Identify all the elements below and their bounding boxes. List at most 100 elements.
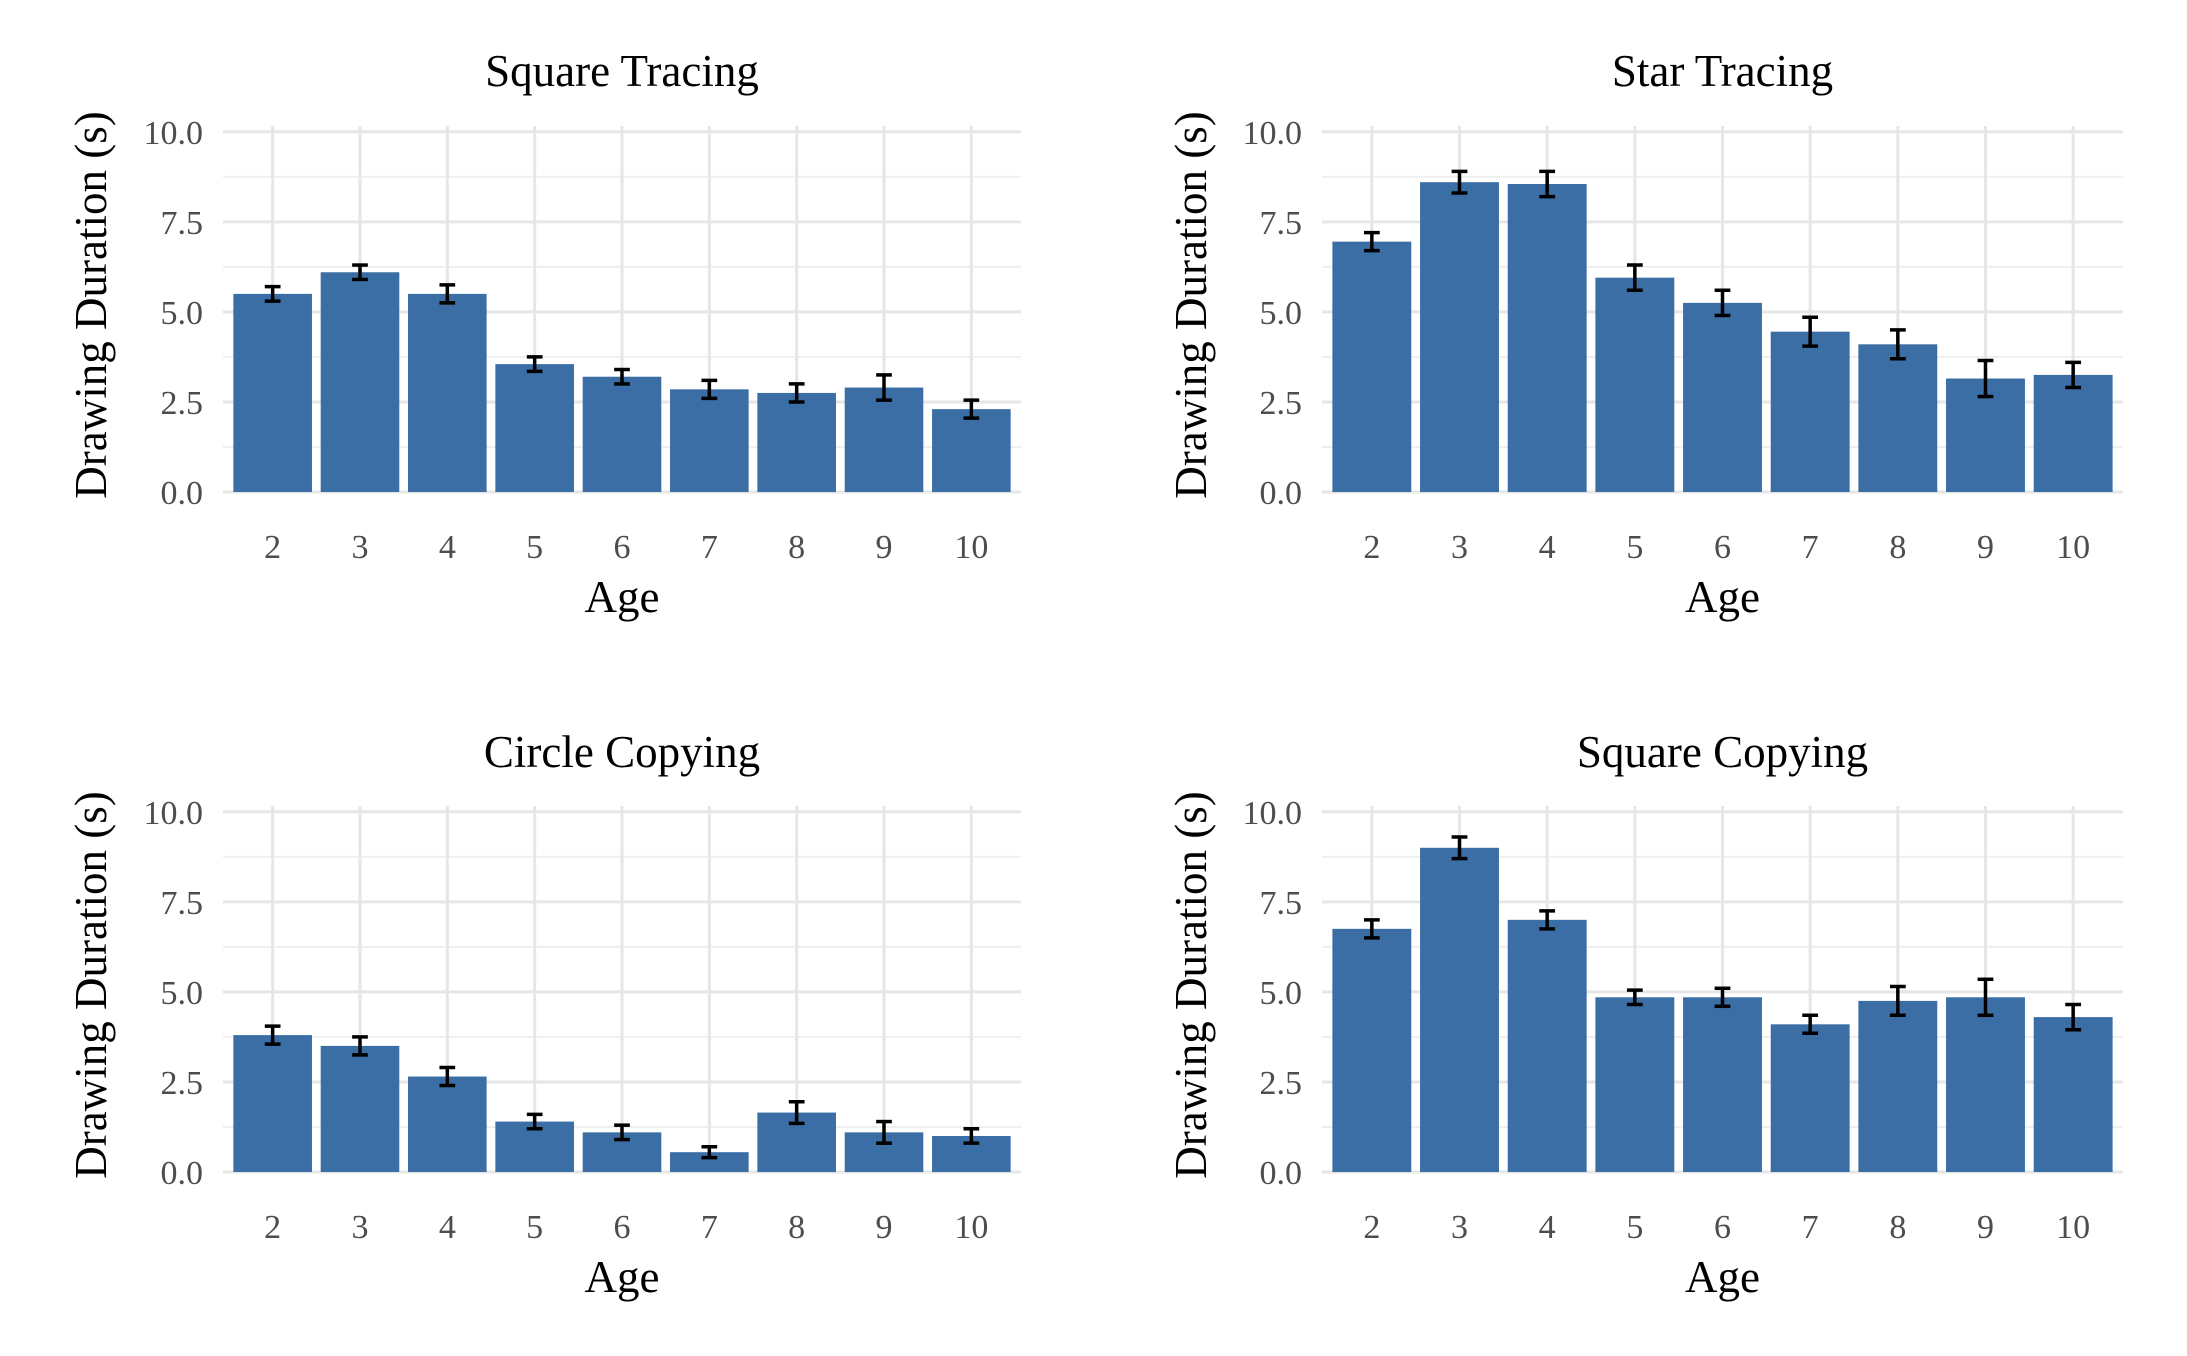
x-tick-label: 2 <box>1363 1209 1380 1246</box>
x-tick-label: 5 <box>1626 529 1643 566</box>
bar <box>670 389 749 492</box>
x-tick-label: 4 <box>1539 529 1556 566</box>
bar <box>320 1045 400 1172</box>
y-tick-label: 7.5 <box>1260 205 1303 242</box>
bar <box>1420 847 1499 1172</box>
bar <box>1507 183 1587 492</box>
panel-title: Square Tracing <box>485 46 759 96</box>
x-tick-label: 8 <box>1889 1209 1906 1246</box>
x-tick-label: 5 <box>526 529 543 566</box>
x-tick-label: 8 <box>788 1209 805 1246</box>
y-tick-label: 5.0 <box>161 975 204 1012</box>
x-tick-label: 7 <box>701 1209 718 1246</box>
bar <box>495 364 574 492</box>
error-bar <box>264 284 281 303</box>
error-bar <box>352 1035 368 1057</box>
panel-title: Star Tracing <box>1612 46 1833 96</box>
error-bar <box>614 367 630 386</box>
y-tick-label: 2.5 <box>1260 385 1303 422</box>
y-tick-label: 2.5 <box>1260 1065 1303 1102</box>
x-tick-label: 4 <box>439 1209 456 1246</box>
error-bar <box>963 398 980 420</box>
error-bar <box>1626 988 1643 1007</box>
bar <box>1683 997 1762 1172</box>
x-tick-label: 9 <box>876 1209 893 1246</box>
bar <box>1595 997 1675 1172</box>
error-bar <box>701 1145 718 1160</box>
bar <box>2033 1017 2113 1172</box>
x-tick-label: 2 <box>264 1209 281 1246</box>
error-bar <box>1451 835 1468 861</box>
y-tick-label: 0.0 <box>161 1155 204 1192</box>
x-axis-title: Age <box>585 572 660 622</box>
y-tick-label: 10.0 <box>144 795 204 832</box>
error-bar <box>1714 986 1731 1009</box>
error-bar <box>876 1119 892 1145</box>
y-axis-title: Drawing Duration (s) <box>1166 111 1216 498</box>
bar <box>844 387 924 492</box>
error-bar <box>2065 1002 2082 1032</box>
bar <box>1332 928 1412 1172</box>
x-tick-label: 7 <box>701 529 718 566</box>
bar <box>1770 331 1850 492</box>
error-bar <box>1889 328 1906 361</box>
bar <box>1507 919 1587 1172</box>
y-tick-label: 10.0 <box>1243 115 1303 152</box>
x-tick-label: 10 <box>2056 529 2090 566</box>
x-tick-label: 5 <box>1626 1209 1643 1246</box>
y-tick-label: 10.0 <box>1243 795 1303 832</box>
y-tick-label: 10.0 <box>144 115 204 152</box>
x-tick-label: 8 <box>1889 529 1906 566</box>
y-tick-label: 7.5 <box>1260 885 1303 922</box>
chart-panel-1: 0.0 2.5 5.0 7.5 10.0 2 3 4 5 6 7 8 9 10 Square Tracing… <box>66 46 1021 622</box>
bar <box>233 293 312 492</box>
bar <box>408 1076 487 1172</box>
error-bar <box>439 1065 456 1088</box>
x-tick-label: 7 <box>1802 529 1819 566</box>
bar <box>320 272 400 492</box>
bar <box>233 1035 312 1172</box>
error-bar <box>1363 230 1380 253</box>
y-tick-label: 5.0 <box>1260 295 1303 332</box>
y-tick-label: 7.5 <box>161 885 204 922</box>
y-tick-label: 0.0 <box>1260 475 1303 512</box>
error-bar <box>614 1123 630 1142</box>
error-bar <box>264 1024 281 1046</box>
bar <box>1770 1024 1850 1172</box>
error-bar <box>2065 360 2082 390</box>
error-bar <box>1977 977 1994 1018</box>
bar <box>1595 277 1675 492</box>
x-tick-label: 3 <box>1451 529 1468 566</box>
y-tick-label: 7.5 <box>161 205 204 242</box>
bar <box>1683 302 1762 492</box>
error-bar <box>526 1112 543 1131</box>
y-tick-label: 5.0 <box>1260 975 1303 1012</box>
x-tick-label: 10 <box>954 1209 988 1246</box>
bar <box>932 409 1011 492</box>
y-tick-label: 5.0 <box>161 295 204 332</box>
y-tick-label: 2.5 <box>161 1065 204 1102</box>
error-bar <box>788 382 805 404</box>
error-bar <box>1363 918 1380 940</box>
x-tick-label: 10 <box>954 529 988 566</box>
x-tick-label: 4 <box>1539 1209 1556 1246</box>
x-axis-title: Age <box>1685 572 1760 622</box>
bar <box>1858 1000 1938 1172</box>
error-bar <box>1977 358 1994 399</box>
x-tick-label: 9 <box>1977 529 1994 566</box>
x-tick-label: 6 <box>1714 529 1731 566</box>
x-axis-title: Age <box>585 1252 660 1302</box>
y-tick-label: 0.0 <box>161 475 204 512</box>
bar <box>1946 997 2025 1172</box>
bar <box>757 392 836 492</box>
bar <box>670 1152 749 1172</box>
x-tick-label: 4 <box>439 529 456 566</box>
chart-panel-2: 0.0 2.5 5.0 7.5 10.0 2 3 4 5 6 7 8 9 10 Star Tracing Ag… <box>1166 46 2123 622</box>
x-tick-label: 2 <box>1363 529 1380 566</box>
bar <box>408 293 487 492</box>
error-bar <box>1539 909 1556 931</box>
x-tick-label: 5 <box>526 1209 543 1246</box>
chart-panel-4: 0.0 2.5 5.0 7.5 10.0 2 3 4 5 6 7 8 9 10 Square Copying… <box>1166 727 2123 1302</box>
y-tick-label: 0.0 <box>1260 1155 1303 1192</box>
